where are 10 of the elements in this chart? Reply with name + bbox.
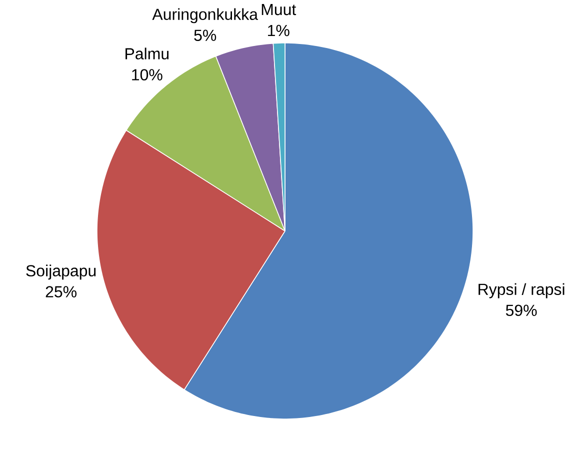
data-label: 25% bbox=[46, 286, 76, 298]
slice-label: Soijapapu bbox=[26, 264, 96, 280]
data-label: 10% bbox=[132, 69, 162, 80]
slice-label: Muut bbox=[262, 4, 296, 16]
slice-label: Auringonkukka bbox=[152, 8, 258, 24]
data-label: 59% bbox=[506, 304, 537, 316]
slice-label: Palmu bbox=[126, 48, 169, 60]
data-label: 1% bbox=[268, 24, 290, 36]
slice-label: Rypsi / rapsi bbox=[478, 283, 564, 298]
data-label: 5% bbox=[194, 30, 216, 41]
